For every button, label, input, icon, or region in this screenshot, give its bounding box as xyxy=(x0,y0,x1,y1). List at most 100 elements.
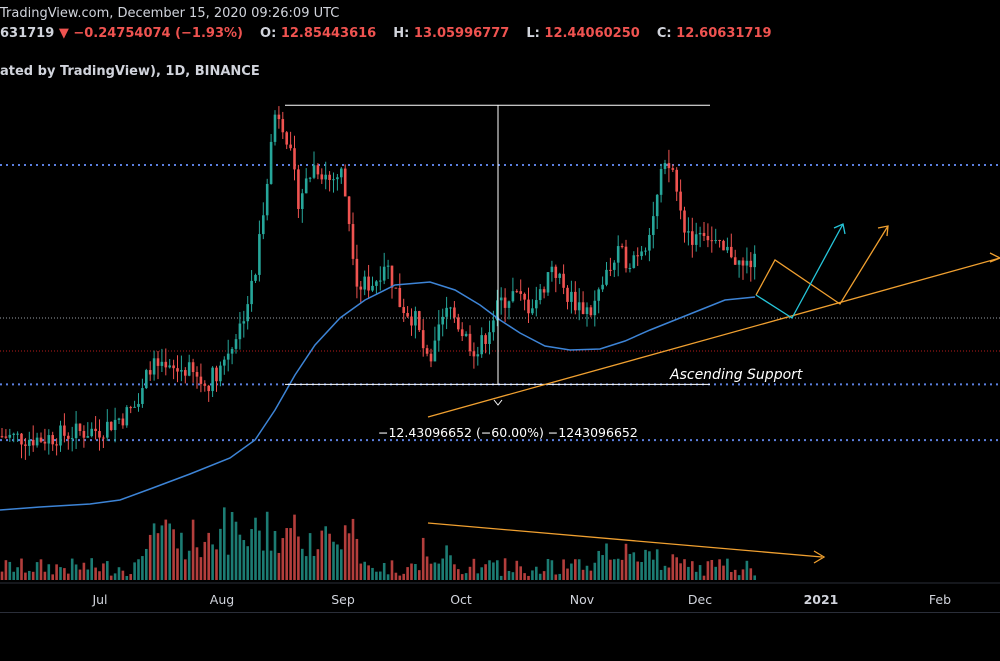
candle-body-167 xyxy=(652,216,655,235)
volume-bar-184 xyxy=(718,559,721,580)
volume-bar-115 xyxy=(449,555,452,580)
volume-bar-54 xyxy=(211,544,214,580)
volume-bar-106 xyxy=(414,564,417,580)
volume-bar-72 xyxy=(281,538,285,580)
candle-body-73 xyxy=(285,132,288,145)
drawings xyxy=(285,104,1000,564)
volume-bar-30 xyxy=(117,567,121,580)
volume-bar-33 xyxy=(129,574,132,580)
volume-bar-42 xyxy=(164,519,168,580)
volume-bar-140 xyxy=(546,558,550,580)
volume-bar-78 xyxy=(304,556,308,580)
volume-bar-126 xyxy=(492,562,495,580)
candle-body-168 xyxy=(655,194,659,217)
volume-bar-31 xyxy=(121,570,125,580)
volume-bar-162 xyxy=(632,552,636,580)
volume-bar-19 xyxy=(74,564,78,580)
volume-bar-119 xyxy=(464,573,468,580)
candle-body-140 xyxy=(546,272,550,293)
candle-body-41 xyxy=(160,361,164,366)
candle-body-154 xyxy=(601,284,604,290)
volume-bar-91 xyxy=(355,538,359,580)
volume-bar-49 xyxy=(191,519,195,580)
candle-body-77 xyxy=(301,193,304,209)
orange-projection-arrow-icon xyxy=(877,225,889,237)
volume-bar-193 xyxy=(753,575,756,580)
volume-bar-183 xyxy=(714,566,717,580)
volume-bar-141 xyxy=(550,560,554,580)
candle-body-82 xyxy=(320,174,324,180)
candle-body-93 xyxy=(363,276,366,290)
candle-body-179 xyxy=(698,232,702,235)
volume-bar-170 xyxy=(663,565,667,580)
candle-body-54 xyxy=(211,367,214,392)
candle-body-188 xyxy=(733,257,737,265)
candle-body-47 xyxy=(184,370,187,376)
volume-bar-103 xyxy=(402,573,405,580)
volume-bar-58 xyxy=(226,554,230,580)
candle-body-103 xyxy=(402,307,405,314)
candle-body-131 xyxy=(511,291,515,302)
volume-bar-85 xyxy=(332,541,335,580)
candle-body-17 xyxy=(67,435,70,439)
x-tick-nov: Nov xyxy=(570,592,595,607)
volume-bar-101 xyxy=(394,572,398,580)
candle-body-122 xyxy=(476,354,480,357)
volume-bar-138 xyxy=(538,573,542,580)
volume-bar-24 xyxy=(94,567,97,580)
candle-body-15 xyxy=(59,425,62,446)
candle-body-56 xyxy=(219,365,222,382)
volume-bar-118 xyxy=(460,574,464,580)
candle-body-20 xyxy=(78,423,82,432)
volume-bar-171 xyxy=(667,567,671,580)
volume-bar-176 xyxy=(687,566,690,580)
candle-body-146 xyxy=(570,291,573,302)
volume-bar-130 xyxy=(507,570,511,580)
candle-body-174 xyxy=(679,191,682,211)
candle-body-112 xyxy=(437,324,441,341)
volume-bar-169 xyxy=(659,569,663,580)
volume-bar-10 xyxy=(39,559,43,580)
ascending-support-label: Ascending Support xyxy=(669,367,803,383)
candle-body-138 xyxy=(538,289,542,301)
candle-body-129 xyxy=(503,297,507,308)
volume-bar-97 xyxy=(379,571,382,580)
volume-bar-143 xyxy=(558,573,561,580)
candle-body-124 xyxy=(484,335,487,344)
volume-bar-89 xyxy=(347,533,351,580)
volume-bar-135 xyxy=(527,575,530,580)
candle-body-94 xyxy=(367,276,370,291)
volume-bar-34 xyxy=(133,562,136,580)
volume-bar-117 xyxy=(457,569,460,580)
candle-body-166 xyxy=(648,234,651,251)
volume-bar-123 xyxy=(480,567,483,580)
volume-bar-95 xyxy=(371,567,374,580)
candle-body-156 xyxy=(609,269,612,271)
volume-bar-121 xyxy=(472,558,476,580)
volume-bar-88 xyxy=(343,525,347,580)
candle-body-16 xyxy=(63,425,66,436)
x-tick-dec: Dec xyxy=(688,592,712,607)
volume-bar-7 xyxy=(28,570,31,580)
x-tick-aug: Aug xyxy=(210,592,234,607)
candle-body-163 xyxy=(636,255,639,257)
volume-bar-145 xyxy=(566,568,569,580)
volume-bar-120 xyxy=(468,566,472,580)
volume-bar-172 xyxy=(671,554,675,580)
volume-bar-104 xyxy=(406,567,409,580)
candle-body-133 xyxy=(519,291,522,294)
volume-bar-122 xyxy=(476,573,480,580)
volume-bar-146 xyxy=(570,563,573,580)
candle-body-109 xyxy=(425,348,429,354)
candle-body-152 xyxy=(593,300,597,316)
volume-bar-125 xyxy=(488,560,491,580)
candle-body-97 xyxy=(379,280,382,282)
candle-body-68 xyxy=(265,183,269,216)
volume-bar-153 xyxy=(597,550,600,580)
candle-body-90 xyxy=(351,224,355,259)
candle-body-43 xyxy=(168,365,171,368)
x-tick-oct: Oct xyxy=(450,592,472,607)
candle-body-29 xyxy=(113,419,117,431)
price-chart[interactable]: Ascending Support −12.43096652 (−60.00%)… xyxy=(0,0,1000,612)
candle-body-55 xyxy=(215,367,218,382)
